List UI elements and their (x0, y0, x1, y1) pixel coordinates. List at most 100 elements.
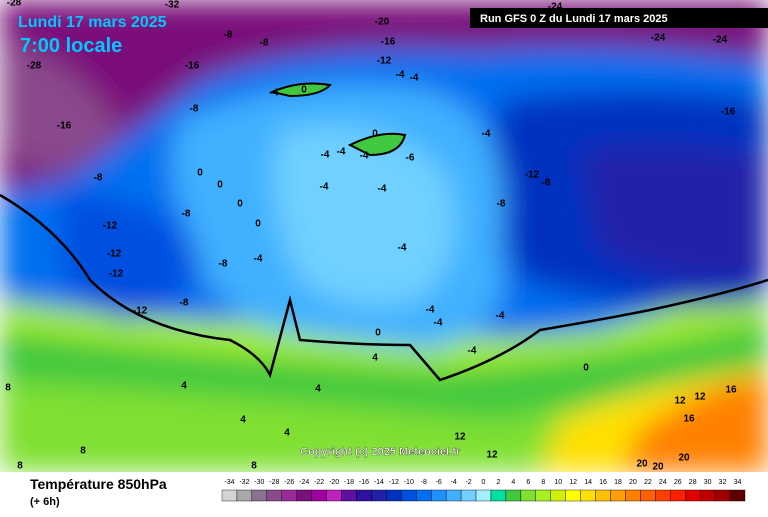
scale-swatch (535, 489, 551, 502)
contour-label: 4 (315, 384, 321, 395)
scale-swatch (520, 489, 536, 502)
scale-label: 34 (734, 479, 742, 486)
scale-label: -12 (389, 479, 399, 486)
scale-label: -4 (450, 479, 456, 486)
scale-label: 30 (704, 479, 712, 486)
contour-label: -12 (525, 170, 540, 181)
scale-swatch (475, 489, 492, 502)
scale-swatch (670, 489, 686, 502)
contour-label: -4 (270, 88, 279, 99)
contour-label: 8 (17, 461, 23, 472)
scale-swatch (386, 489, 402, 502)
contour-label: -4 (337, 147, 346, 158)
scale-swatch (236, 489, 253, 502)
scale-label: -10 (404, 479, 414, 486)
contour-label: 0 (372, 129, 378, 140)
scale-label: 24 (659, 479, 667, 486)
contour-label: -4 (378, 184, 387, 195)
contour-label: -24 (651, 33, 666, 44)
contour-label: 12 (694, 392, 706, 403)
scale-swatch (281, 489, 297, 502)
scale-swatch (655, 489, 671, 502)
contour-label: -8 (219, 259, 228, 270)
contour-label: 0 (301, 85, 307, 96)
scale-label: 8 (541, 479, 545, 486)
date-label: Lundi 17 mars 2025 (18, 14, 167, 31)
scale-label: -2 (465, 479, 471, 486)
scale-label: 2 (496, 479, 500, 486)
contour-label: 0 (237, 199, 243, 210)
scale-label: 10 (554, 479, 562, 486)
scale-swatch (595, 489, 611, 502)
contour-label: -4 (321, 150, 330, 161)
contour-label: 16 (683, 414, 695, 425)
time-label: 7:00 locale (20, 35, 122, 57)
contour-label: -4 (482, 129, 491, 140)
scale-swatch (729, 489, 746, 502)
forecast-step: (+ 6h) (30, 496, 60, 508)
copyright: Copyright (c) 2025 Meteociel.fr (300, 446, 461, 458)
scale-swatch (311, 489, 327, 502)
scale-swatch (356, 489, 372, 502)
scale-label: 20 (629, 479, 637, 486)
scale-swatch (550, 489, 566, 502)
contour-label: -28 (7, 0, 22, 9)
contour-label: -4 (434, 318, 443, 329)
zero-contour-island (268, 82, 332, 98)
contour-label: -16 (185, 61, 200, 72)
contour-label: -8 (94, 173, 103, 184)
scale-label: 32 (719, 479, 727, 486)
scale-swatch (401, 489, 417, 502)
scale-label: -32 (239, 479, 249, 486)
contour-label: -8 (182, 209, 191, 220)
contour-labels: -28 -32 -20 -24 -24 -24 -8 -8 -16 -28 -16 -12 -4 -4 -4… (5, 0, 737, 473)
contour-label: 4 (372, 353, 378, 364)
contour-label: -12 (133, 306, 148, 317)
contour-label: -4 (320, 182, 329, 193)
contour-label: -6 (406, 153, 415, 164)
scale-swatch (371, 489, 387, 502)
scale-label: -28 (269, 479, 279, 486)
contour-label: 20 (636, 459, 648, 470)
scale-label: -24 (299, 479, 309, 486)
scale-swatch (251, 489, 268, 502)
contour-label: -20 (375, 17, 390, 28)
contour-label: 8 (5, 383, 11, 394)
temperature-field (0, 0, 768, 472)
scale-label: -16 (359, 479, 369, 486)
contour-label: -12 (107, 249, 122, 260)
scale-label: 22 (644, 479, 652, 486)
scale-label: -34 (224, 479, 234, 486)
contour-label: 0 (583, 363, 589, 374)
scale-label: 26 (674, 479, 682, 486)
contour-label: -4 (398, 243, 407, 254)
scale-label: -26 (284, 479, 294, 486)
scale-swatch (625, 489, 641, 502)
scale-label: 14 (584, 479, 592, 486)
contour-label: -16 (381, 37, 396, 48)
contour-label: -24 (548, 2, 563, 13)
contour-label: -12 (377, 56, 392, 67)
scale-swatch (266, 489, 282, 502)
contour-label: -4 (426, 305, 435, 316)
contour-label: -8 (542, 178, 551, 189)
contour-label: -8 (497, 199, 506, 210)
contour-label: -4 (468, 346, 477, 357)
contour-label: 20 (678, 453, 690, 464)
zero-contour-island (347, 132, 407, 157)
scale-swatch (326, 489, 342, 502)
contour-label: 8 (251, 461, 257, 472)
field-title: Température 850hPa (30, 476, 167, 492)
contour-label: 0 (217, 180, 223, 191)
scale-swatch (460, 489, 477, 502)
contour-label: -12 (103, 221, 118, 232)
scale-label: 16 (599, 479, 607, 486)
contour-label: -8 (260, 38, 269, 49)
contour-label: -28 (27, 61, 42, 72)
scale-swatch (221, 489, 238, 502)
contour-label: 4 (181, 381, 187, 392)
color-scale: -34 -32 -30 -28 -26 -24 -22 -20 -18 -16 -14 -12 -10-… (221, 479, 746, 502)
contour-label: 0 (255, 219, 261, 230)
scale-label: 4 (511, 479, 515, 486)
